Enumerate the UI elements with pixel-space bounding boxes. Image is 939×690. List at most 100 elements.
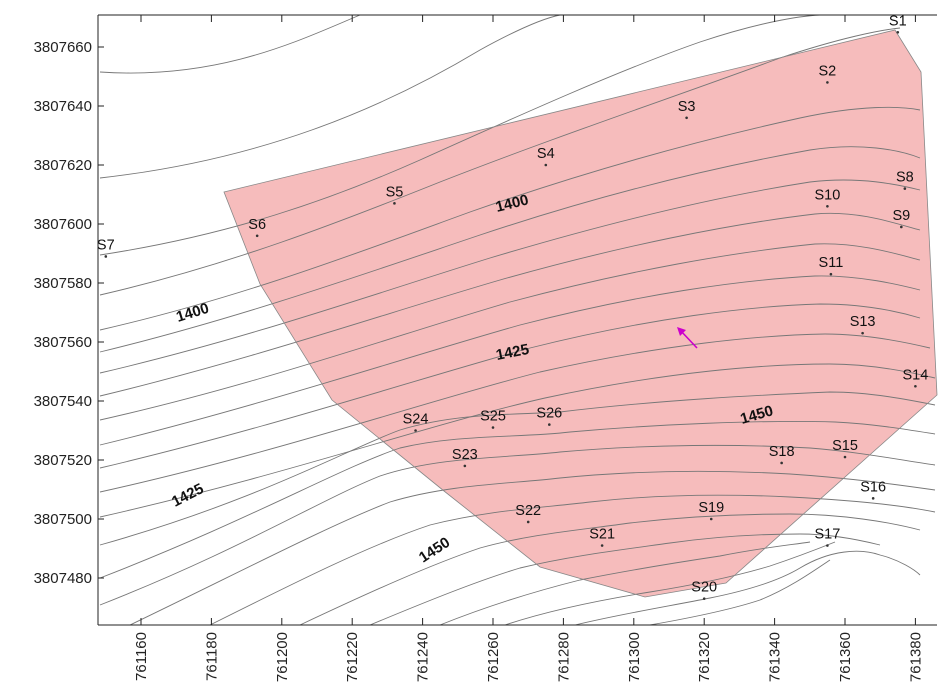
- x-axis: 761160 761180 761200 761220 761240 761260 7612…: [133, 15, 924, 682]
- x-tick-label: 761360: [837, 632, 854, 682]
- site-point: [104, 255, 108, 258]
- site-point: [526, 520, 530, 524]
- contour-line: [209, 494, 936, 626]
- site-label: S11: [819, 255, 844, 271]
- site-point: [414, 429, 417, 432]
- site-label: S26: [536, 406, 562, 422]
- x-tick-label: 761200: [274, 632, 291, 682]
- y-tick-label: 3807540: [34, 393, 92, 410]
- site-point: [702, 597, 706, 600]
- site-label: S5: [386, 184, 404, 200]
- site-label: S25: [480, 409, 506, 425]
- site-point: [548, 423, 551, 426]
- contour-line: [99, 14, 361, 74]
- site-label: S13: [850, 314, 876, 330]
- contour-line: [99, 212, 921, 397]
- contour-line: [649, 559, 831, 626]
- site-point: [829, 272, 833, 276]
- site-label: S3: [678, 99, 696, 115]
- site-label: S24: [403, 412, 429, 428]
- site-label: S9: [892, 208, 910, 224]
- site-point: [709, 517, 713, 521]
- contour-line: [99, 146, 921, 353]
- contour-label: 1450: [416, 534, 453, 566]
- contour-line: [99, 303, 921, 469]
- contour-line: [99, 106, 921, 331]
- site-label: S4: [537, 146, 555, 162]
- site-label: S6: [248, 217, 266, 233]
- site-point: [491, 426, 495, 429]
- site-label: S18: [769, 444, 795, 460]
- site-point: [843, 455, 847, 459]
- flow-direction-arrow: [677, 327, 698, 349]
- site-point: [903, 187, 907, 190]
- contour-line: [99, 391, 936, 546]
- site-point: [900, 225, 903, 229]
- sample-sites: S1 S2 S3 S4 S5 S6 S7 S8 S9 S10 S11 S13 S14 S15 S16 S17 S…: [97, 13, 928, 600]
- site-label: S16: [860, 479, 886, 495]
- contour-label: 1425: [169, 480, 206, 510]
- contour-line: [99, 333, 931, 493]
- site-label: S23: [452, 447, 478, 463]
- x-tick-label: 761180: [203, 632, 220, 681]
- contour-line: [99, 444, 936, 606]
- contour-label: 1425: [495, 341, 531, 364]
- contour-line: [99, 275, 921, 446]
- axes-frame: [97, 14, 937, 626]
- y-tick-label: 3807480: [34, 570, 92, 587]
- site-label: S14: [902, 367, 928, 383]
- contour-line: [99, 27, 901, 296]
- site-point: [255, 234, 259, 238]
- x-tick-label: 761300: [626, 632, 643, 682]
- y-tick-label: 3807660: [34, 39, 92, 56]
- site-point: [685, 116, 688, 120]
- site-label: S2: [819, 63, 837, 79]
- x-tick-label: 761340: [767, 632, 784, 682]
- contour-lines: [99, 14, 936, 626]
- contour-line: [99, 14, 561, 179]
- site-point: [393, 202, 396, 205]
- site-label: S7: [97, 237, 115, 253]
- site-label: S15: [832, 438, 858, 454]
- site-point: [826, 205, 829, 208]
- contour-line: [99, 243, 921, 421]
- contour-line: [129, 470, 936, 626]
- contour-line: [504, 541, 836, 626]
- site-label: S22: [515, 503, 541, 519]
- site-label: S1: [889, 13, 907, 29]
- site-label: S8: [896, 170, 914, 186]
- site-label: S17: [814, 527, 840, 543]
- site-point: [780, 461, 783, 465]
- contour-line: [99, 363, 936, 518]
- x-tick-label: 761240: [415, 632, 432, 682]
- site-point: [896, 30, 900, 34]
- site-point: [463, 464, 467, 468]
- contour-line: [99, 421, 936, 579]
- y-tick-label: 3807640: [34, 98, 92, 115]
- site-point: [600, 544, 604, 547]
- site-point: [544, 163, 548, 167]
- site-point: [826, 544, 829, 547]
- x-tick-label: 761260: [485, 632, 502, 682]
- y-axis: 3807660 3807640 3807620 3807600 3807580 38075…: [34, 39, 104, 587]
- study-area-outline: [223, 29, 938, 598]
- site-label: S10: [814, 187, 840, 203]
- y-tick-label: 3807500: [34, 511, 92, 528]
- site-point: [861, 331, 864, 335]
- contour-line: [299, 513, 921, 626]
- site-label: S20: [691, 580, 717, 596]
- site-point: [826, 81, 829, 84]
- site-point: [871, 497, 875, 500]
- y-tick-label: 3807620: [34, 157, 92, 174]
- y-tick-label: 3807580: [34, 275, 92, 292]
- contour-line: [99, 14, 821, 256]
- x-tick-label: 761160: [133, 632, 150, 681]
- site-label: S21: [589, 527, 615, 543]
- x-tick-label: 761380: [907, 632, 924, 682]
- contour-label: 1400: [174, 300, 211, 326]
- contour-line: [369, 533, 881, 626]
- x-tick-label: 761320: [696, 632, 713, 682]
- y-tick-label: 3807520: [34, 452, 92, 469]
- x-tick-label: 761280: [555, 632, 572, 682]
